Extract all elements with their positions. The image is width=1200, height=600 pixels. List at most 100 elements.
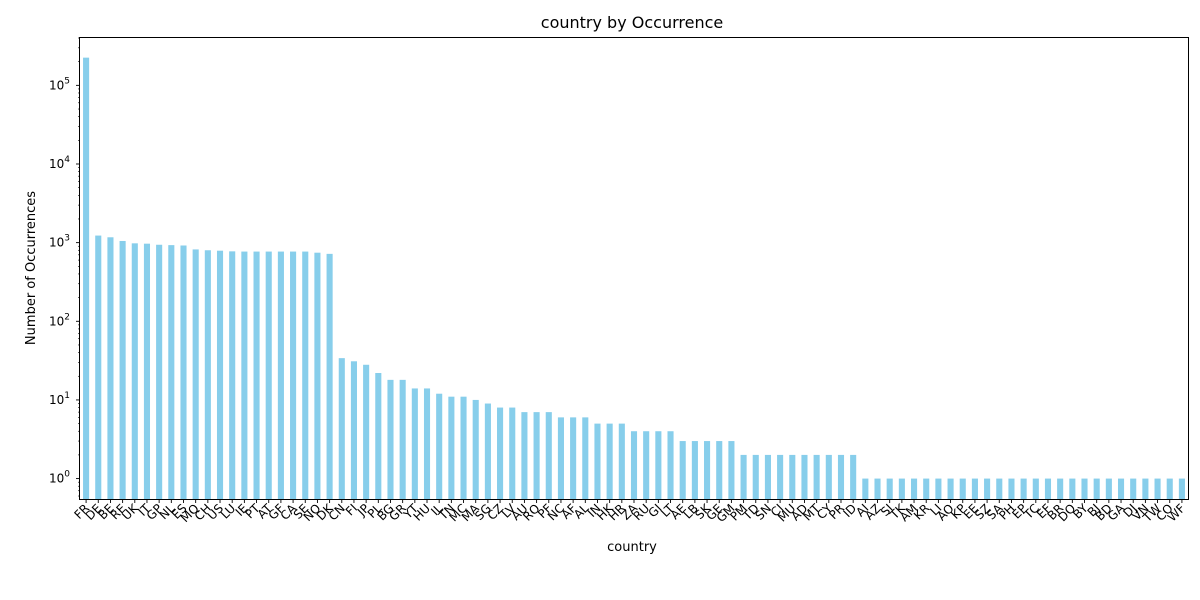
- bar-re: [119, 240, 126, 500]
- bar-sa: [996, 478, 1003, 499]
- bar-cy: [825, 454, 832, 499]
- bar-tn: [448, 396, 455, 499]
- bar-nl: [168, 245, 175, 499]
- bar-ee: [971, 478, 978, 499]
- bar-ai: [862, 478, 869, 499]
- bar-kr: [923, 478, 930, 499]
- bar-de: [95, 235, 102, 499]
- bar-am: [911, 478, 918, 499]
- bar-af: [570, 417, 577, 499]
- y-tick-label: 101: [49, 391, 70, 407]
- bar-ep: [1020, 478, 1027, 499]
- bar-dk: [326, 253, 333, 499]
- bar-li: [935, 478, 942, 499]
- bar-gm: [728, 441, 735, 499]
- bar-ge: [716, 441, 723, 499]
- bar-jp: [363, 364, 370, 499]
- bar-ci: [777, 454, 784, 499]
- bar-pt: [253, 251, 260, 499]
- bar-ao: [947, 478, 954, 499]
- bar-cn: [338, 358, 345, 499]
- bar-mt: [813, 454, 820, 499]
- bar-sg: [484, 403, 491, 499]
- bar-tk: [898, 478, 905, 499]
- bar-dj: [1130, 478, 1137, 499]
- bar-az: [874, 478, 881, 499]
- bar-mc: [460, 396, 467, 499]
- bar-gr: [399, 379, 406, 499]
- bar-in: [594, 423, 601, 499]
- bar-tc: [1032, 478, 1039, 499]
- bar-do: [1069, 478, 1076, 499]
- bar-ca: [290, 251, 297, 499]
- bars-group: [83, 57, 1185, 500]
- bar-vn: [1142, 478, 1149, 499]
- y-axis: 100 101 102 103 104 105: [49, 37, 80, 497]
- bar-ae: [679, 441, 686, 499]
- bar-no: [314, 252, 321, 499]
- bar-ga: [1117, 478, 1125, 499]
- bar-it: [143, 243, 151, 499]
- bar-gi: [655, 431, 662, 499]
- bar-pf: [545, 412, 552, 499]
- bar-fr: [83, 57, 90, 500]
- bar-mq: [192, 249, 199, 499]
- bar-be: [107, 237, 114, 499]
- bar-cz: [497, 407, 504, 499]
- y-tick-label: 103: [49, 234, 70, 250]
- x-tick-label-kr: KR: [911, 501, 932, 522]
- bar-hu: [423, 388, 431, 499]
- bar-nc: [557, 417, 564, 499]
- bar-za: [630, 431, 638, 499]
- bar-br: [1057, 478, 1064, 499]
- bar-ch: [204, 250, 211, 499]
- bar-us: [216, 250, 224, 499]
- y-tick-label: 104: [49, 155, 70, 171]
- y-tick-label: 105: [49, 76, 70, 92]
- bar-gf: [277, 251, 284, 499]
- bar-bj: [1093, 478, 1100, 499]
- chart-title: country by Occurrence: [541, 13, 723, 32]
- bar-lv: [509, 407, 516, 499]
- bar-co: [1166, 478, 1173, 499]
- bar-ro: [533, 412, 540, 499]
- bar-tw: [1154, 478, 1161, 499]
- bar-pr: [837, 454, 845, 499]
- bar-ad: [801, 454, 808, 499]
- bar-al: [582, 417, 589, 499]
- bar-uk: [131, 243, 138, 499]
- bar-se: [302, 251, 309, 499]
- bar-hr: [618, 423, 625, 499]
- bar-bg: [387, 379, 394, 499]
- x-axis-label: country: [607, 540, 657, 555]
- bar-yt: [411, 388, 418, 499]
- bar-pl: [375, 373, 382, 499]
- bar-pm: [740, 454, 747, 499]
- bar-ie: [241, 251, 248, 499]
- bar-lu: [229, 251, 236, 499]
- bar-sz: [984, 478, 991, 499]
- bar-es: [180, 245, 187, 499]
- bar-id: [850, 454, 857, 499]
- y-tick-label: 102: [49, 312, 70, 328]
- bar-au: [521, 412, 528, 499]
- bar-td: [752, 454, 759, 499]
- bar-hk: [606, 423, 613, 499]
- bar-fi: [350, 361, 357, 499]
- bar-by: [1081, 478, 1088, 499]
- bar-si: [886, 478, 893, 499]
- bar-lt: [667, 431, 674, 499]
- bar-bd: [1105, 478, 1112, 499]
- bar-mu: [789, 454, 796, 499]
- bar-sn: [764, 454, 771, 499]
- bar-sk: [704, 441, 711, 499]
- y-axis-label: Number of Occurrences: [24, 191, 39, 345]
- bar-wf: [1178, 478, 1185, 499]
- bar-il: [436, 393, 443, 499]
- bar-ph: [1008, 478, 1015, 499]
- bar-at: [265, 251, 272, 499]
- bar-gp: [156, 244, 163, 499]
- bar-kp: [959, 478, 966, 499]
- bar-ef: [1044, 478, 1052, 499]
